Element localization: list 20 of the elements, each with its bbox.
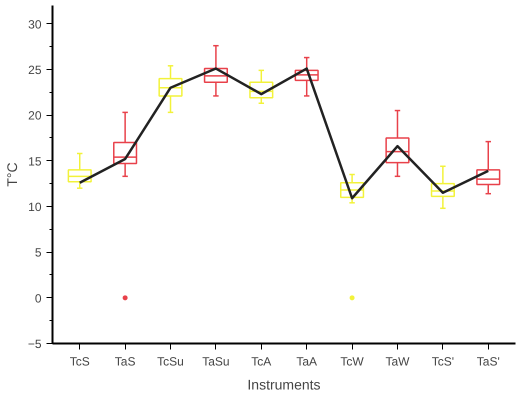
- y-tick-label: 10: [28, 200, 42, 214]
- y-tick-label: 30: [28, 17, 42, 32]
- x-axis-title: Instruments: [247, 376, 321, 392]
- y-tick-label: 0: [34, 291, 42, 306]
- y-tick-label: 5: [34, 246, 42, 260]
- x-tick-label: TaS: [114, 354, 136, 368]
- x-tick-label: TaSu: [202, 354, 230, 368]
- y-tick-label: 15: [28, 154, 42, 168]
- x-tick-label: TaW: [385, 354, 410, 368]
- x-tick-label: TcW: [340, 354, 364, 368]
- x-tick-label: TcA: [251, 354, 272, 368]
- y-axis-title: T°C: [4, 162, 20, 187]
- x-tick-label: TcS': [432, 354, 454, 368]
- x-tick-label: TcSu: [157, 354, 184, 368]
- y-tick-label: −5: [28, 337, 42, 351]
- y-tick-label: 20: [28, 108, 42, 123]
- x-tick-label: TaS': [476, 354, 500, 368]
- y-tick-label: 25: [28, 62, 42, 77]
- x-tick-label: TaA: [296, 354, 318, 368]
- x-tick-label: TcS: [70, 354, 90, 368]
